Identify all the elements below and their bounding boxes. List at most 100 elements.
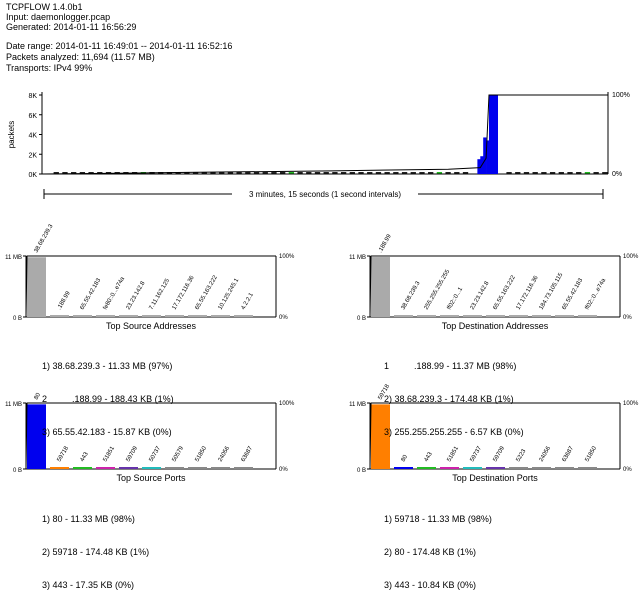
timeline-bar bbox=[245, 172, 251, 174]
bar-category-label: 10.125.245.1 bbox=[218, 277, 241, 311]
timeline-bar bbox=[306, 172, 312, 174]
bar bbox=[371, 257, 390, 317]
timeline-right-tick-label: 100% bbox=[612, 92, 630, 99]
timeline-bar bbox=[227, 172, 234, 174]
timeline-bar bbox=[393, 172, 399, 174]
timeline-bar bbox=[454, 172, 460, 174]
bar bbox=[188, 315, 207, 317]
destination-port-legend: 1) 59718 - 11.33 MB (98%) 2) 80 - 174.48… bbox=[384, 492, 492, 602]
timeline-bar bbox=[486, 140, 490, 174]
timeline-bar bbox=[384, 172, 390, 174]
bar bbox=[371, 404, 390, 469]
bar-category-label: 63687 bbox=[562, 445, 576, 463]
bar bbox=[417, 315, 436, 317]
bar-category-label: 65.55.42.183 bbox=[562, 277, 585, 311]
bar bbox=[578, 467, 597, 469]
bar bbox=[509, 315, 528, 317]
timeline-bar bbox=[488, 95, 493, 174]
bar-y-min-label: 0 B bbox=[13, 468, 22, 474]
bar-category-label: ff02::0...e74a bbox=[585, 277, 608, 311]
legend-line: 3) 443 - 10.84 KB (0%) bbox=[384, 580, 477, 590]
bar-category-label: 7.11.162.125 bbox=[149, 277, 172, 311]
bar bbox=[27, 404, 46, 469]
bar bbox=[532, 315, 551, 317]
legend-line: 3) 255.255.255.255 - 6.57 KB (0%) bbox=[384, 427, 524, 437]
source-address-legend: 1) 38.68.239.3 - 11.33 MB (97%) 2 .188.9… bbox=[42, 339, 174, 449]
timeline-bar bbox=[549, 172, 556, 174]
bar bbox=[578, 315, 597, 317]
legend-line: 2) 80 - 174.48 KB (1%) bbox=[384, 547, 477, 557]
bar bbox=[440, 467, 459, 469]
bar-category-label: 50579 bbox=[172, 445, 186, 463]
timeline-bar bbox=[494, 95, 499, 174]
bar-right-tick-label: 100% bbox=[623, 401, 639, 407]
bar-category-label: 24056 bbox=[539, 445, 553, 463]
timeline-bar bbox=[445, 172, 451, 174]
source-port-legend: 1) 80 - 11.33 MB (98%) 2) 59718 - 174.48… bbox=[42, 492, 149, 602]
timeline-bar bbox=[253, 172, 260, 174]
timeline-bar bbox=[419, 172, 425, 174]
timeline-y-tick-label: 4K bbox=[28, 133, 37, 140]
timeline-bar bbox=[210, 172, 216, 174]
bar-category-label: 63687 bbox=[241, 445, 255, 463]
bar bbox=[211, 315, 230, 317]
timeline-bar bbox=[401, 172, 408, 174]
bar bbox=[96, 315, 115, 317]
bar-cumulative-line bbox=[369, 255, 620, 318]
bar bbox=[73, 467, 92, 469]
transports: Transports: IPv4 99% bbox=[6, 63, 93, 73]
bar bbox=[486, 467, 505, 469]
timeline-bar bbox=[53, 172, 59, 174]
timeline-bar bbox=[236, 172, 242, 174]
bar-category-label: fe80::0...e74a bbox=[103, 276, 127, 311]
generated-time: Generated: 2014-01-11 16:56:29 bbox=[6, 22, 137, 32]
bar-right-tick-label: 0% bbox=[279, 315, 288, 321]
bar-category-label: 184.73.105.115 bbox=[539, 272, 565, 311]
bar-right-tick-label: 100% bbox=[279, 401, 295, 407]
timeline-y-tick-label: 0K bbox=[28, 172, 37, 179]
bar bbox=[555, 315, 574, 317]
bar bbox=[211, 467, 230, 469]
timeline-bar bbox=[584, 172, 591, 174]
bar bbox=[417, 467, 436, 469]
timeline-bar bbox=[323, 172, 329, 174]
bar bbox=[463, 315, 482, 317]
bar-chart-title: Top Source Ports bbox=[116, 473, 186, 483]
timeline-bar bbox=[297, 172, 303, 174]
bar bbox=[463, 467, 482, 469]
bar-y-max-label: 11 MB bbox=[349, 255, 366, 261]
bar bbox=[532, 467, 551, 469]
report-title: TCPFLOW 1.4.0b1 bbox=[6, 2, 83, 12]
timeline-bar bbox=[567, 172, 573, 174]
bar bbox=[50, 467, 69, 469]
legend-line: 1) 38.68.239.3 - 11.33 MB (97%) bbox=[42, 361, 173, 371]
bar-category-label: 51850 bbox=[585, 445, 599, 463]
timeline-bar bbox=[288, 172, 295, 174]
bar-cumulative-line bbox=[25, 255, 276, 318]
timeline-bar bbox=[523, 172, 530, 174]
timeline-bar bbox=[410, 172, 416, 174]
timeline-bar bbox=[428, 172, 434, 174]
bar-category-label: 65.55.42.183 bbox=[80, 277, 103, 311]
bar-y-min-label: 0 B bbox=[357, 468, 366, 474]
bar bbox=[486, 315, 505, 317]
timeline-bar bbox=[280, 172, 286, 174]
charts-canvas: 0K 2K 4K 6K 8K packets 100% 0% 3 minutes, 15 sec… bbox=[5, 92, 639, 483]
bar bbox=[142, 467, 161, 469]
bar-category-label: 17.172.116.36 bbox=[516, 275, 540, 311]
timeline-bar bbox=[314, 172, 321, 174]
timeline-bar bbox=[262, 172, 268, 174]
bar bbox=[142, 315, 161, 317]
bar-category-label: 24056 bbox=[218, 445, 232, 463]
timeline-bar bbox=[375, 172, 382, 174]
bar-category-label: 51850 bbox=[195, 445, 209, 463]
legend-line: 3) 65.55.42.183 - 15.87 KB (0%) bbox=[42, 427, 172, 437]
timeline-bar bbox=[483, 137, 487, 174]
timeline-cumulative-line bbox=[41, 94, 608, 175]
timeline-y-axis-label: packets bbox=[7, 121, 16, 149]
legend-line: 1) 59718 - 11.33 MB (98%) bbox=[384, 514, 492, 524]
bar bbox=[394, 315, 413, 317]
bar bbox=[165, 467, 184, 469]
bar bbox=[440, 315, 459, 317]
bar-y-min-label: 0 B bbox=[357, 316, 366, 322]
